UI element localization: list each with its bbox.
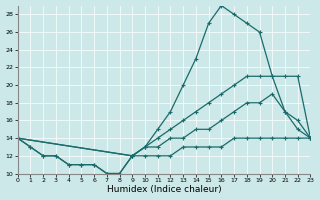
X-axis label: Humidex (Indice chaleur): Humidex (Indice chaleur) bbox=[107, 185, 221, 194]
